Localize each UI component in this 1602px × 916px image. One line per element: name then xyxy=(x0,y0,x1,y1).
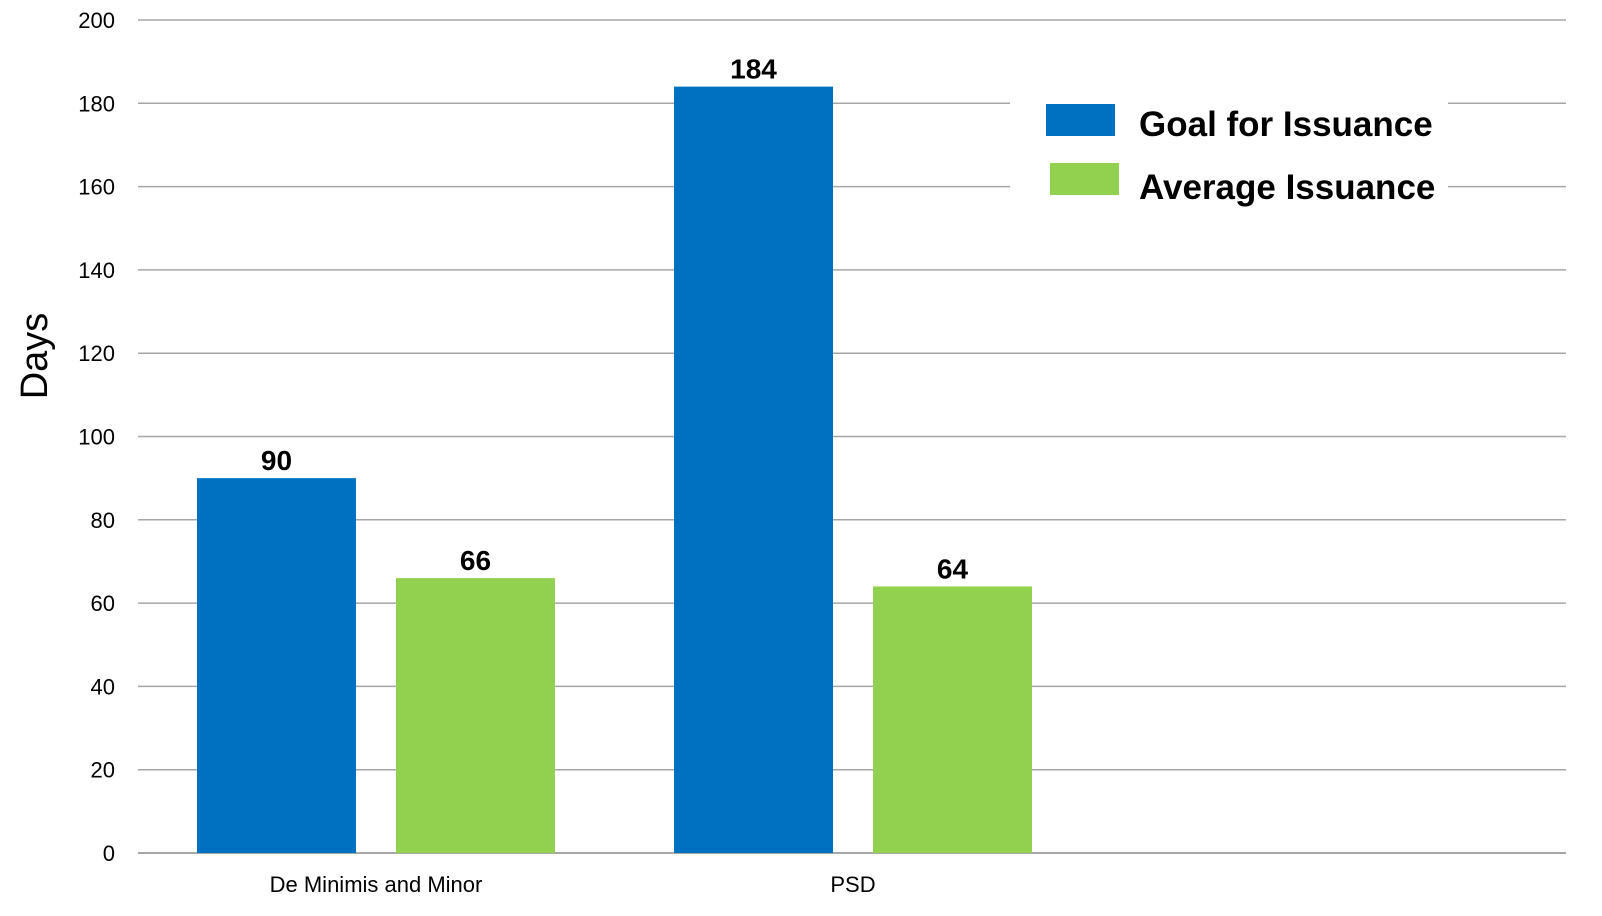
y-tick-label: 160 xyxy=(78,175,115,200)
bar-average-0 xyxy=(396,578,555,853)
y-tick-label: 60 xyxy=(91,591,115,616)
y-tick-label: 0 xyxy=(103,841,115,866)
y-tick-label: 200 xyxy=(78,8,115,33)
x-axis-categories: De Minimis and Minor PSD xyxy=(270,872,876,897)
y-tick-label: 140 xyxy=(78,258,115,283)
legend-swatch xyxy=(1046,104,1115,136)
legend-label: Average Issuance xyxy=(1139,168,1435,207)
y-tick-label: 80 xyxy=(91,508,115,533)
legend-swatch xyxy=(1050,163,1119,195)
y-tick-label: 20 xyxy=(91,758,115,783)
data-label: 64 xyxy=(937,553,969,584)
data-label: 90 xyxy=(261,445,292,476)
data-label: 66 xyxy=(460,545,491,576)
bar-goal-0 xyxy=(197,478,356,853)
y-tick-label: 100 xyxy=(78,425,115,450)
data-label: 184 xyxy=(730,54,777,85)
y-axis-label: Days xyxy=(14,313,56,400)
bar-goal-1 xyxy=(674,86,833,853)
y-tick-label: 40 xyxy=(91,674,115,699)
y-tick-label: 120 xyxy=(78,341,115,366)
legend: Goal for Issuance Average Issuance xyxy=(1010,88,1448,220)
x-category-label: De Minimis and Minor xyxy=(270,872,483,897)
y-tick-label: 180 xyxy=(78,91,115,116)
data-labels: 90 66 184 64 xyxy=(261,54,969,585)
bar-average-1 xyxy=(873,586,1032,853)
legend-label: Goal for Issuance xyxy=(1139,105,1433,144)
y-axis-ticks: 0 20 40 60 80 100 120 140 160 180 200 xyxy=(78,8,115,866)
x-category-label: PSD xyxy=(830,872,875,897)
bars xyxy=(197,86,1032,853)
